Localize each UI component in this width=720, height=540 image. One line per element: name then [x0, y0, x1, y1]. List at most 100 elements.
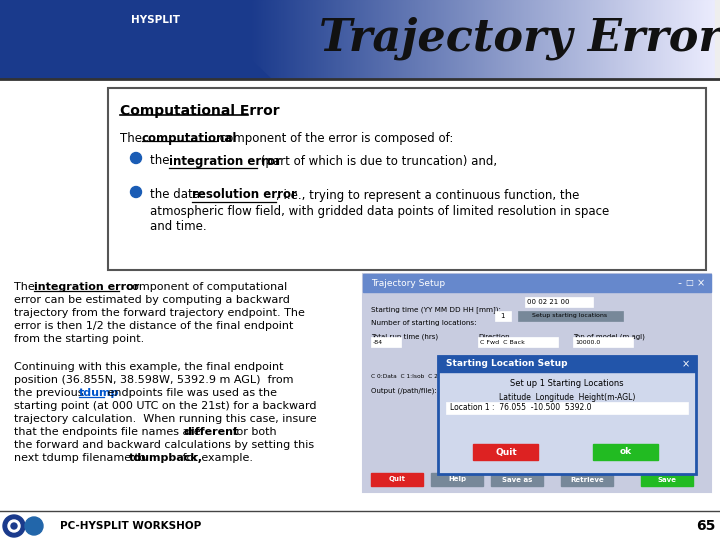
Bar — [409, 0, 410, 78]
Bar — [354, 0, 356, 78]
Bar — [478, 0, 480, 78]
Bar — [436, 0, 437, 78]
Bar — [526, 0, 527, 78]
Bar — [715, 0, 720, 78]
Bar — [690, 0, 691, 78]
Bar — [468, 0, 470, 78]
Bar — [561, 473, 613, 486]
Bar — [631, 0, 633, 78]
Bar — [626, 0, 628, 78]
Bar — [498, 0, 499, 78]
Bar — [700, 0, 701, 78]
Bar — [675, 0, 677, 78]
Bar — [372, 0, 374, 78]
Bar — [634, 0, 636, 78]
Bar — [513, 0, 515, 78]
Circle shape — [3, 515, 25, 537]
Bar — [267, 0, 269, 78]
Bar — [653, 0, 654, 78]
Bar — [450, 0, 452, 78]
Text: Save as: Save as — [502, 476, 532, 483]
Text: the forward and backward calculations by setting this: the forward and backward calculations by… — [14, 440, 314, 450]
Bar — [308, 0, 310, 78]
Bar — [671, 0, 672, 78]
Bar — [351, 0, 352, 78]
Bar — [491, 473, 543, 486]
Bar — [673, 0, 675, 78]
Bar — [504, 0, 505, 78]
Text: Direction: Direction — [478, 334, 510, 340]
Bar — [343, 0, 344, 78]
Bar — [427, 0, 428, 78]
Bar — [532, 0, 534, 78]
Bar — [483, 0, 485, 78]
Bar — [420, 0, 422, 78]
Bar — [0, 510, 720, 540]
Bar — [518, 311, 623, 321]
Circle shape — [130, 152, 142, 164]
Bar — [451, 0, 453, 78]
Bar — [312, 0, 315, 78]
Bar — [706, 0, 707, 78]
Bar — [651, 0, 652, 78]
Bar — [606, 0, 608, 78]
Bar — [662, 0, 663, 78]
Bar — [383, 0, 384, 78]
Bar — [369, 0, 370, 78]
Bar — [362, 0, 364, 78]
Bar — [487, 0, 489, 78]
Bar — [0, 0, 250, 78]
Text: (part of which is due to truncation) and,: (part of which is due to truncation) and… — [257, 154, 497, 167]
Bar — [415, 0, 417, 78]
Circle shape — [11, 523, 17, 529]
Bar — [639, 0, 640, 78]
Bar — [320, 0, 321, 78]
Bar — [708, 0, 709, 78]
Bar — [508, 0, 510, 78]
Bar — [502, 0, 503, 78]
Bar — [315, 0, 317, 78]
Bar — [323, 0, 324, 78]
Bar — [703, 0, 705, 78]
Bar — [460, 0, 462, 78]
Bar — [466, 0, 467, 78]
Bar — [318, 0, 320, 78]
Text: Latitude  Longitude  Height(m-AGL): Latitude Longitude Height(m-AGL) — [499, 394, 635, 402]
Bar — [686, 0, 688, 78]
Bar — [571, 0, 573, 78]
Bar — [407, 0, 408, 78]
Text: trajectory calculation.  When running this case, insure: trajectory calculation. When running thi… — [14, 414, 317, 424]
Text: Output (/path/file):: Output (/path/file): — [371, 388, 437, 395]
Bar — [590, 0, 592, 78]
Bar — [392, 0, 394, 78]
Bar — [292, 0, 294, 78]
Bar — [556, 0, 557, 78]
Bar — [623, 0, 624, 78]
Text: 1: 1 — [500, 313, 505, 319]
Text: the previous: the previous — [14, 388, 87, 398]
Bar — [534, 0, 536, 78]
Bar — [279, 0, 281, 78]
Bar — [496, 0, 498, 78]
Text: tdump: tdump — [79, 388, 120, 398]
Bar — [701, 0, 703, 78]
Bar — [548, 0, 549, 78]
Bar — [681, 0, 683, 78]
Bar — [340, 0, 341, 78]
Bar — [347, 0, 349, 78]
Bar — [373, 0, 374, 78]
Bar — [613, 0, 614, 78]
Bar — [585, 0, 588, 78]
Bar — [259, 0, 261, 78]
Bar — [419, 0, 420, 78]
Bar — [508, 0, 509, 78]
Bar — [314, 0, 315, 78]
Bar — [364, 0, 366, 78]
Bar — [252, 0, 254, 78]
Bar — [600, 0, 602, 78]
Bar — [405, 0, 406, 78]
Bar — [428, 0, 430, 78]
Bar — [269, 0, 271, 78]
Bar — [464, 0, 465, 78]
Bar — [655, 0, 657, 78]
